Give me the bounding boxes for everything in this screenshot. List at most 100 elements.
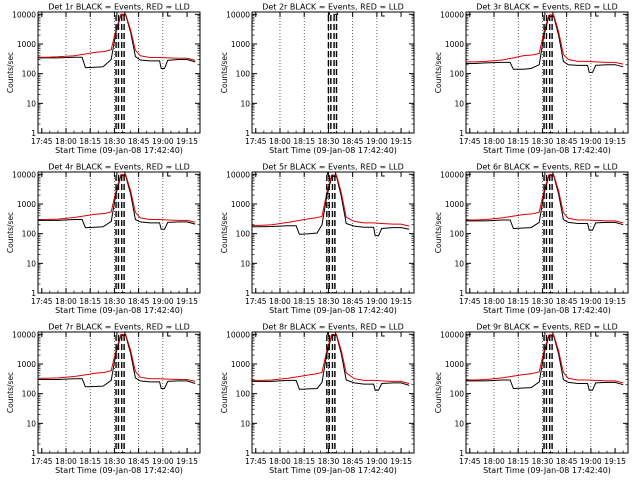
x-tick-label: 19:00: [580, 297, 602, 306]
y-tick-label: 10: [240, 419, 250, 428]
y-tick-label: 100: [22, 390, 37, 399]
x-tick-label: 18:30: [532, 297, 554, 306]
x-tick-label: 18:00: [269, 297, 291, 306]
x-axis-label: Start Time (09-Jan-08 17:42:40): [483, 466, 611, 475]
series-line-events: [466, 15, 624, 73]
x-tick-label: 19:15: [390, 457, 412, 466]
x-tick-label: 17:45: [459, 137, 481, 146]
y-tick-label: 100: [236, 230, 251, 239]
x-tick-label: 18:00: [55, 297, 77, 306]
x-tick-label: 18:30: [532, 457, 554, 466]
chart-panel-7: Det 7r BLACK = Events, RED = LLD 1 10 100 10…: [6, 323, 201, 475]
x-tick-label: 18:00: [483, 457, 505, 466]
marker-bracket: [381, 11, 385, 17]
x-tick-label: 19:00: [366, 137, 388, 146]
y-tick-label: 10: [454, 259, 464, 268]
x-tick-label: 18:15: [507, 137, 529, 146]
x-tick-label: 18:45: [128, 457, 150, 466]
series-line-events: [252, 334, 410, 391]
y-tick-label: 10: [26, 259, 36, 268]
chart-title: Det 3r BLACK = Events, RED = LLD: [476, 3, 618, 12]
y-tick-label: 1: [31, 129, 36, 138]
x-tick-label: 18:30: [318, 137, 340, 146]
series-line-events: [252, 175, 410, 237]
series-line-lld: [38, 13, 196, 61]
series-line-lld: [466, 14, 624, 65]
x-tick-label: 18:15: [79, 457, 101, 466]
x-tick-label: 17:45: [31, 457, 53, 466]
x-tick-label: 19:00: [366, 457, 388, 466]
y-tick-label: 10000: [226, 10, 250, 19]
y-axis-label: Counts/sec: [6, 372, 15, 413]
plot-frame: [37, 331, 201, 454]
chart-panel-1: Det 1r BLACK = Events, RED = LLD 1 10 100 10…: [6, 3, 201, 155]
x-tick-label: 19:00: [580, 137, 602, 146]
chart-title: Det 6r BLACK = Events, RED = LLD: [476, 163, 618, 172]
x-tick-label: 18:15: [293, 297, 315, 306]
series-line-events: [466, 335, 624, 391]
y-tick-label: 10: [454, 419, 464, 428]
x-axis-label: Start Time (09-Jan-08 17:42:40): [269, 466, 397, 475]
y-axis-label: Counts/sec: [220, 372, 229, 413]
plot-frame: [465, 171, 629, 294]
y-tick-label: 100: [236, 70, 251, 79]
x-tick-label: 19:15: [176, 137, 198, 146]
x-axis-label: Start Time (09-Jan-08 17:42:40): [483, 306, 611, 315]
y-tick-label: 1: [459, 129, 464, 138]
plot-frame: [251, 171, 415, 294]
y-tick-label: 1000: [445, 360, 464, 369]
y-tick-label: 10000: [226, 170, 250, 179]
chart-panel-6: Det 6r BLACK = Events, RED = LLD 1 10 100 10…: [434, 163, 629, 315]
chart-title: Det 8r BLACK = Events, RED = LLD: [262, 323, 404, 332]
x-tick-label: 19:00: [152, 297, 174, 306]
x-tick-label: 17:45: [245, 297, 267, 306]
marker-bracket: [595, 171, 599, 177]
y-tick-label: 100: [450, 230, 465, 239]
y-tick-label: 10: [26, 419, 36, 428]
y-tick-label: 1: [31, 289, 36, 298]
x-tick-label: 18:00: [483, 137, 505, 146]
x-tick-label: 18:15: [79, 297, 101, 306]
x-tick-label: 19:00: [152, 137, 174, 146]
x-tick-label: 18:30: [104, 137, 126, 146]
y-tick-label: 1: [245, 289, 250, 298]
series-line-events: [466, 175, 624, 231]
marker-bracket: [381, 331, 385, 337]
x-tick-label: 19:15: [176, 297, 198, 306]
x-tick-label: 18:15: [79, 137, 101, 146]
marker-bracket: [167, 171, 171, 177]
y-tick-label: 100: [450, 70, 465, 79]
chart-title: Det 1r BLACK = Events, RED = LLD: [48, 3, 190, 12]
plot-frame: [251, 331, 415, 454]
y-tick-label: 10000: [12, 10, 36, 19]
x-tick-label: 17:45: [459, 457, 481, 466]
y-tick-label: 1000: [17, 360, 36, 369]
x-tick-label: 18:45: [342, 297, 364, 306]
y-axis-label: Counts/sec: [434, 52, 443, 93]
marker-bracket: [167, 331, 171, 337]
x-tick-label: 18:45: [128, 137, 150, 146]
x-tick-label: 18:00: [483, 297, 505, 306]
plot-frame: [465, 331, 629, 454]
chart-title: Det 7r BLACK = Events, RED = LLD: [48, 323, 190, 332]
series-line-lld: [38, 334, 196, 382]
y-tick-label: 1000: [17, 40, 36, 49]
x-tick-label: 19:15: [390, 297, 412, 306]
x-tick-label: 18:30: [532, 137, 554, 146]
x-tick-label: 18:45: [556, 457, 578, 466]
marker-bracket: [595, 11, 599, 17]
y-tick-label: 1000: [445, 200, 464, 209]
plot-frame: [465, 11, 629, 134]
y-tick-label: 10000: [12, 170, 36, 179]
x-tick-label: 19:15: [604, 457, 626, 466]
chart-title: Det 2r BLACK = Events, RED = LLD: [262, 3, 404, 12]
x-tick-label: 17:45: [31, 297, 53, 306]
series-line-lld: [38, 174, 196, 223]
y-tick-label: 10000: [12, 330, 36, 339]
x-tick-label: 19:15: [176, 457, 198, 466]
y-tick-label: 10: [454, 99, 464, 108]
series-line-events: [38, 14, 196, 69]
x-tick-label: 19:00: [580, 457, 602, 466]
x-tick-label: 17:45: [31, 137, 53, 146]
x-tick-label: 18:45: [342, 457, 364, 466]
